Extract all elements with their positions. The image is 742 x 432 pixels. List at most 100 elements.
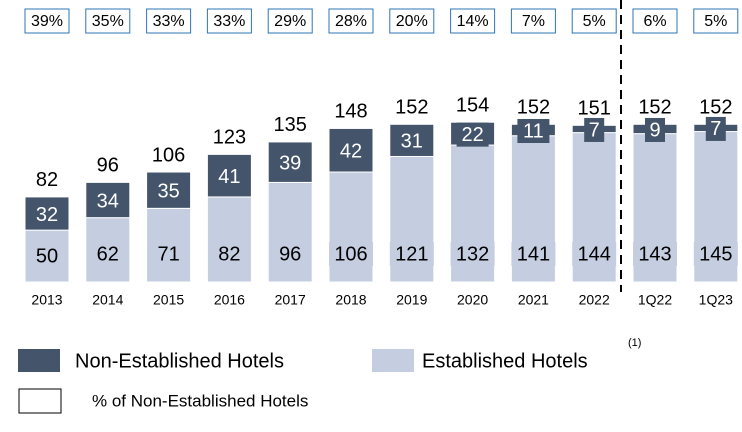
value-label: 71	[157, 243, 179, 265]
x-tick-label: 1Q23	[699, 292, 733, 308]
value-label-bg	[450, 242, 495, 266]
value-label-bg	[91, 189, 124, 214]
value-label-bg	[389, 242, 434, 266]
x-tick-label: 2019	[396, 292, 427, 308]
x-tick-label: 2014	[92, 292, 123, 308]
percent-box	[632, 8, 678, 34]
value-label-bg	[705, 116, 726, 141]
percent-box	[693, 8, 739, 34]
value-label-bg	[91, 242, 124, 266]
value-label-bg	[633, 242, 677, 266]
percent-label: 20%	[396, 13, 428, 30]
total-label: 96	[97, 155, 119, 177]
percent-label: 28%	[335, 13, 367, 30]
x-tick-label: 2016	[214, 292, 245, 308]
value-label: 22	[461, 124, 483, 146]
percent-box	[571, 8, 617, 34]
value-label-bg	[152, 242, 185, 266]
legend-label: Established Hotels	[422, 350, 588, 372]
value-label: 7	[589, 119, 600, 141]
percent-label: 5%	[583, 13, 606, 30]
value-label: 32	[36, 204, 58, 226]
value-label-bg	[395, 129, 428, 154]
percent-label: 7%	[522, 13, 545, 30]
legend-swatch	[18, 349, 60, 372]
value-label: 144	[578, 243, 611, 265]
legend-label: % of Non-Established Hotels	[92, 391, 308, 410]
legend-label: Non-Established Hotels	[75, 350, 284, 372]
value-label: 39	[279, 152, 301, 174]
bar-segment	[267, 181, 313, 283]
value-label: 41	[218, 166, 240, 188]
value-label-bg	[572, 242, 617, 266]
total-label: 135	[274, 114, 307, 136]
percent-box	[510, 8, 556, 34]
value-label: 121	[395, 243, 428, 265]
percent-label: 29%	[274, 13, 306, 30]
value-label-bg	[213, 164, 246, 189]
percent-label: 14%	[457, 13, 489, 30]
value-label: 96	[279, 243, 301, 265]
value-label-bg	[274, 151, 307, 176]
percent-box	[24, 8, 70, 34]
value-label-bg	[31, 202, 63, 227]
x-tick-label: 2020	[457, 292, 488, 308]
total-label: 152	[699, 97, 732, 119]
x-tick-label: 2018	[335, 292, 366, 308]
value-label: 62	[97, 243, 119, 265]
percent-label: 6%	[643, 13, 666, 30]
x-tick-label: 2013	[31, 292, 62, 308]
value-label-bg	[517, 119, 550, 144]
legend-swatch	[18, 388, 62, 414]
percent-box	[206, 8, 252, 34]
value-label: 9	[649, 119, 660, 141]
value-label: 82	[218, 243, 240, 265]
value-label-bg	[456, 122, 489, 147]
total-label: 82	[36, 169, 58, 191]
percent-box	[267, 8, 313, 34]
value-label: 141	[517, 243, 550, 265]
value-label-bg	[335, 139, 367, 164]
value-label: 31	[401, 131, 423, 153]
value-label: 11	[523, 120, 544, 142]
footnote: (1)	[628, 337, 641, 349]
x-tick-label: 1Q22	[638, 292, 672, 308]
value-label-bg	[693, 242, 738, 266]
total-label: 152	[517, 97, 550, 119]
value-label: 50	[36, 245, 58, 267]
total-label: 154	[456, 95, 489, 117]
value-label-bg	[329, 242, 373, 266]
value-label-bg	[274, 242, 307, 266]
x-tick-label: 2021	[518, 292, 549, 308]
percent-box	[389, 8, 435, 34]
percent-label: 33%	[153, 13, 185, 30]
percent-label: 35%	[92, 13, 124, 30]
percent-label: 33%	[213, 13, 245, 30]
percent-label: 39%	[31, 13, 63, 30]
total-label: 148	[334, 101, 367, 123]
value-label: 132	[456, 243, 489, 265]
percent-box	[146, 8, 192, 34]
value-label-bg	[213, 242, 246, 266]
value-label: 145	[699, 243, 732, 265]
value-label-bg	[584, 117, 605, 142]
x-tick-label: 2022	[579, 292, 610, 308]
total-label: 123	[213, 127, 246, 149]
value-label: 143	[638, 243, 671, 265]
value-label-bg	[511, 242, 556, 266]
x-tick-label: 2015	[153, 292, 184, 308]
value-label-bg	[31, 244, 63, 269]
value-label: 106	[334, 243, 367, 265]
value-label-bg	[645, 117, 665, 142]
value-label: 34	[97, 190, 119, 212]
total-label: 151	[578, 98, 611, 120]
value-label: 42	[340, 141, 362, 163]
legend-swatch	[372, 349, 414, 372]
bar-segment	[206, 196, 252, 283]
total-label: 106	[152, 144, 185, 166]
x-tick-label: 2017	[275, 292, 306, 308]
total-label: 152	[395, 97, 428, 119]
percent-box	[328, 8, 374, 34]
percent-box	[450, 8, 496, 34]
